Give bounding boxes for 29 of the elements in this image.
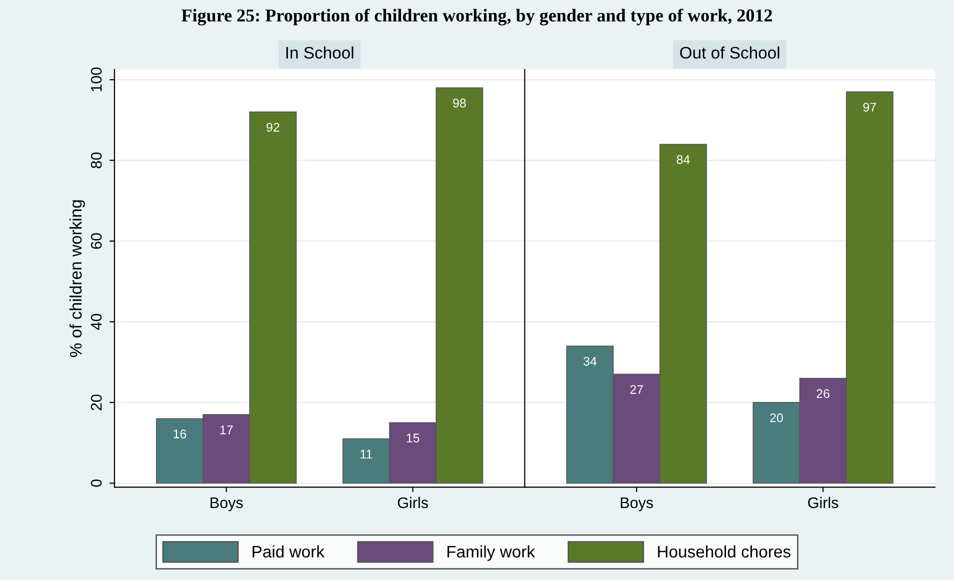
data-label: 97 xyxy=(863,102,876,112)
caption: Figure 25: Proportion of children working, by gender and type of work, 2012 xyxy=(182,8,772,26)
y-tick-label: 100 xyxy=(90,68,102,92)
data-label: 11 xyxy=(360,450,372,458)
data-label: 26 xyxy=(816,389,830,398)
chart-title: In School xyxy=(286,46,354,59)
y-tick-label: 60 xyxy=(90,233,102,249)
legend-label: Household chores xyxy=(658,545,790,558)
data-label: 27 xyxy=(630,385,643,394)
data-label: 34 xyxy=(583,356,597,366)
chart-title: Out of School xyxy=(680,46,780,59)
legend-label: Paid work xyxy=(252,545,325,558)
data-label: 84 xyxy=(676,155,690,164)
data-label: 16 xyxy=(174,430,186,438)
y-tick-label: 0 xyxy=(90,480,102,487)
x-tick-label: Girls xyxy=(808,496,838,508)
y-tick-label: 40 xyxy=(90,314,102,330)
y-axis-title: % of children working xyxy=(69,200,85,358)
x-tick-label: Girls xyxy=(398,496,428,508)
legend-label: Family work xyxy=(448,545,536,561)
x-tick-label: Boys xyxy=(620,497,654,512)
x-tick-label: Boys xyxy=(210,497,243,512)
data-label: 15 xyxy=(406,434,420,442)
data-label: 98 xyxy=(453,98,466,108)
y-tick-label: 80 xyxy=(90,152,102,168)
data-label: 17 xyxy=(220,426,233,434)
data-label: 92 xyxy=(266,122,280,132)
data-label: 20 xyxy=(770,413,783,422)
y-tick-label: 20 xyxy=(90,394,102,410)
